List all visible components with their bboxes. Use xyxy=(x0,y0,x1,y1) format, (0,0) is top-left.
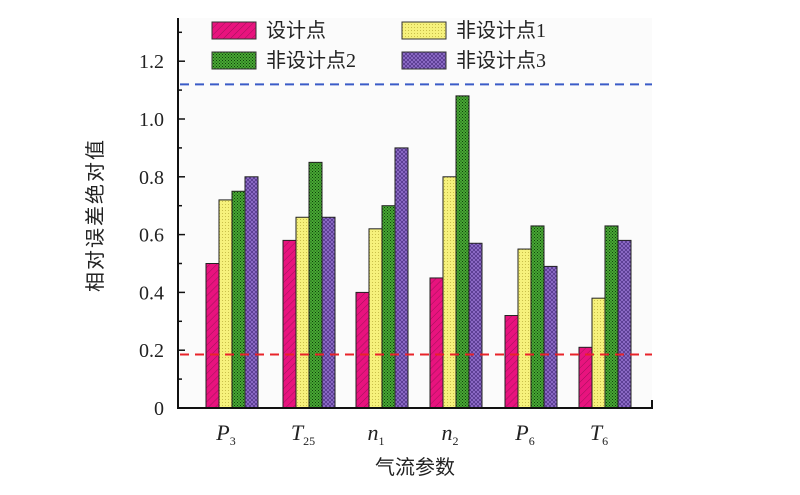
y-axis-label: 相对误差绝对值 xyxy=(84,138,107,292)
bar-4-2 xyxy=(321,216,336,409)
legend-swatch-3 xyxy=(211,51,257,70)
legend-swatch-1 xyxy=(211,21,257,40)
bar-2-2 xyxy=(295,216,310,409)
legend: 设计点 非设计点1 非设计点2 非设计点3 xyxy=(211,19,546,72)
bar-2-6 xyxy=(591,297,606,409)
bar-1-6 xyxy=(578,346,593,409)
x-tick-label: n1 xyxy=(368,420,385,448)
x-tick-label: P3 xyxy=(215,420,235,448)
legend-label-2: 非设计点1 xyxy=(456,19,546,42)
bar-1-1 xyxy=(205,263,220,409)
bar-4-3 xyxy=(394,147,409,409)
bar-1-2 xyxy=(282,239,297,409)
y-tick-label: 1.2 xyxy=(139,51,164,73)
bar-1-5 xyxy=(504,315,519,409)
x-axis-label: 气流参数 xyxy=(375,456,455,479)
bar-2-1 xyxy=(218,199,233,409)
bar-4-5 xyxy=(543,265,558,409)
legend-swatch-4 xyxy=(401,51,447,70)
y-tick-label: 0.2 xyxy=(139,340,164,362)
bar-3-5 xyxy=(530,225,545,409)
y-tick-label: 0 xyxy=(154,398,164,420)
bar-2-3 xyxy=(368,228,383,409)
x-tick-label: n2 xyxy=(442,420,459,448)
y-tick-label: 0.8 xyxy=(139,167,164,189)
bar-3-6 xyxy=(604,225,619,409)
legend-swatch-2 xyxy=(401,21,447,40)
x-tick-label: P6 xyxy=(514,420,534,448)
bar-1-3 xyxy=(355,291,370,409)
y-tick-label: 0.6 xyxy=(139,225,164,247)
bar-3-3 xyxy=(381,205,396,409)
bar-1-4 xyxy=(429,277,444,409)
bar-3-1 xyxy=(231,190,246,409)
x-tick-label: T25 xyxy=(291,420,315,448)
legend-label-4: 非设计点3 xyxy=(456,49,546,72)
bar-2-4 xyxy=(442,176,457,409)
bar-3-4 xyxy=(455,95,470,409)
bar-2-5 xyxy=(517,248,532,409)
legend-label-1: 设计点 xyxy=(266,19,326,42)
bar-4-4 xyxy=(468,242,483,409)
bar-4-1 xyxy=(244,176,259,409)
legend-label-3: 非设计点2 xyxy=(266,49,356,72)
bar-3-2 xyxy=(308,161,323,409)
y-tick-label: 0.4 xyxy=(139,282,164,304)
y-tick-label: 1.0 xyxy=(139,109,164,131)
bar-4-6 xyxy=(617,239,632,409)
x-tick-label: T6 xyxy=(590,420,608,448)
